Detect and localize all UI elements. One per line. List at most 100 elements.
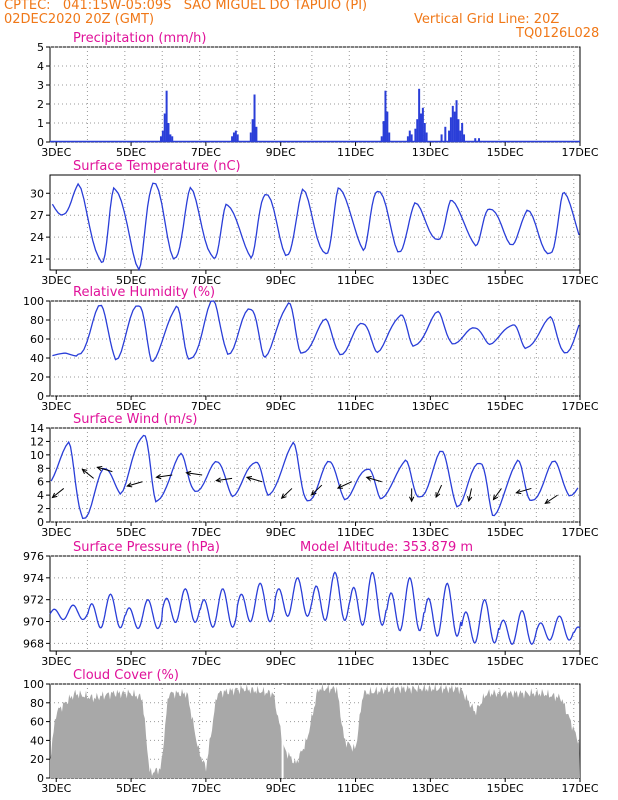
- x-tick-label: 17DEC: [561, 782, 598, 795]
- precip-bar: [449, 117, 452, 142]
- precip-bar: [163, 113, 166, 142]
- precip-bar: [420, 113, 423, 142]
- x-tick-label: 9DEC: [266, 526, 296, 539]
- x-tick-label: 11DEC: [337, 655, 374, 668]
- wind-vector-head: [51, 492, 58, 499]
- y-tick-label: 2: [37, 98, 44, 111]
- x-tick-label: 5DEC: [116, 400, 146, 413]
- wind-vector: [435, 484, 443, 498]
- x-tick-label: 3DEC: [41, 782, 71, 795]
- precip-bar: [255, 126, 258, 142]
- panel-title: Surface Pressure (hPa): [73, 540, 220, 555]
- y-tick-label: 100: [23, 678, 44, 691]
- y-tick-label: 80: [30, 697, 44, 710]
- x-tick-label: 3DEC: [41, 655, 71, 668]
- y-tick-label: 80: [30, 314, 44, 327]
- wind-vector-head: [215, 477, 222, 483]
- y-tick-label: 0: [37, 772, 44, 785]
- x-tick-label: 7DEC: [191, 146, 221, 159]
- wind-vector: [246, 476, 263, 483]
- y-tick-label: 972: [23, 594, 44, 607]
- precip-bar: [249, 132, 252, 142]
- x-tick-label: 7DEC: [191, 782, 221, 795]
- y-tick-label: 12: [30, 435, 44, 448]
- y-tick-label: 0: [37, 136, 44, 149]
- y-tick-label: 100: [23, 295, 44, 308]
- x-tick-label: 15DEC: [487, 526, 524, 539]
- x-tick-label: 11DEC: [337, 782, 374, 795]
- wind-vector-head: [126, 482, 133, 488]
- x-tick-label: 17DEC: [561, 146, 598, 159]
- y-tick-label: 0: [37, 516, 44, 529]
- x-tick-label: 17DEC: [561, 655, 598, 668]
- wind-vector: [493, 488, 502, 500]
- x-tick-label: 17DEC: [561, 274, 598, 287]
- y-tick-label: 0: [37, 390, 44, 403]
- x-tick-label: 3DEC: [41, 274, 71, 287]
- precip-bar: [380, 136, 383, 142]
- precip-bar: [406, 136, 409, 142]
- precip-bar: [231, 136, 234, 142]
- y-tick-label: 968: [23, 637, 44, 650]
- header-run-code: TQ0126L028: [516, 26, 600, 41]
- precip-bar: [425, 132, 428, 142]
- wind-vector: [366, 476, 382, 483]
- x-tick-label: 13DEC: [412, 274, 449, 287]
- wind-vector: [468, 488, 472, 502]
- x-tick-label: 9DEC: [266, 274, 296, 287]
- precip-bar: [253, 94, 256, 142]
- precip-bar: [474, 138, 477, 142]
- wind-vector: [545, 494, 558, 504]
- wind-vector: [281, 488, 293, 499]
- wind-vector: [82, 468, 94, 479]
- y-tick-label: 970: [23, 616, 44, 629]
- x-tick-label: 3DEC: [41, 526, 71, 539]
- y-tick-label: 6: [37, 476, 44, 489]
- precip-bar: [161, 130, 164, 142]
- panel-frame: [49, 300, 581, 397]
- panel-frame: [49, 427, 581, 523]
- precip-bar: [423, 123, 426, 142]
- y-tick-label: 27: [30, 209, 44, 222]
- x-tick-label: 15DEC: [487, 274, 524, 287]
- x-tick-label: 7DEC: [191, 400, 221, 413]
- precip-bar: [448, 130, 451, 142]
- y-tick-label: 24: [30, 231, 44, 244]
- panel-annotation: Model Altitude: 353.879 m: [300, 540, 473, 555]
- wind-vector: [337, 481, 353, 489]
- x-tick-label: 7DEC: [191, 274, 221, 287]
- wind-vector-head: [185, 470, 192, 476]
- y-tick-label: 8: [37, 462, 44, 475]
- y-tick-label: 4: [37, 489, 44, 502]
- x-tick-label: 17DEC: [561, 400, 598, 413]
- wind-vector-head: [492, 494, 499, 501]
- x-tick-label: 15DEC: [487, 782, 524, 795]
- precip-bar: [416, 119, 419, 142]
- precip-bar: [477, 138, 480, 142]
- panel-title: Surface Temperature (nC): [73, 159, 241, 174]
- x-tick-label: 3DEC: [41, 146, 71, 159]
- wind-vector-head: [515, 489, 522, 495]
- x-tick-label: 13DEC: [412, 655, 449, 668]
- y-tick-label: 14: [30, 422, 44, 435]
- y-tick-label: 60: [30, 716, 44, 729]
- precip-bar: [165, 90, 168, 142]
- precip-bar: [410, 134, 413, 142]
- header-station: CPTEC: 041:15W-05:09S SAO MIGUEL DO TAPU…: [4, 0, 368, 13]
- y-tick-label: 30: [30, 187, 44, 200]
- precip-bar: [461, 123, 464, 142]
- panel-title: Cloud Cover (%): [73, 668, 179, 683]
- x-tick-label: 5DEC: [116, 782, 146, 795]
- precip-bar: [451, 105, 454, 142]
- x-tick-label: 5DEC: [116, 655, 146, 668]
- precip-bar: [251, 119, 254, 142]
- x-tick-label: 15DEC: [487, 146, 524, 159]
- header-grid-note: Vertical Grid Line: 20Z: [414, 12, 560, 27]
- x-tick-label: 3DEC: [41, 400, 71, 413]
- precip-bar: [418, 88, 421, 142]
- panel-frame: [49, 555, 581, 652]
- wind-vector: [516, 487, 532, 494]
- x-tick-label: 15DEC: [487, 400, 524, 413]
- x-tick-label: 9DEC: [266, 400, 296, 413]
- precip-bar: [455, 100, 458, 142]
